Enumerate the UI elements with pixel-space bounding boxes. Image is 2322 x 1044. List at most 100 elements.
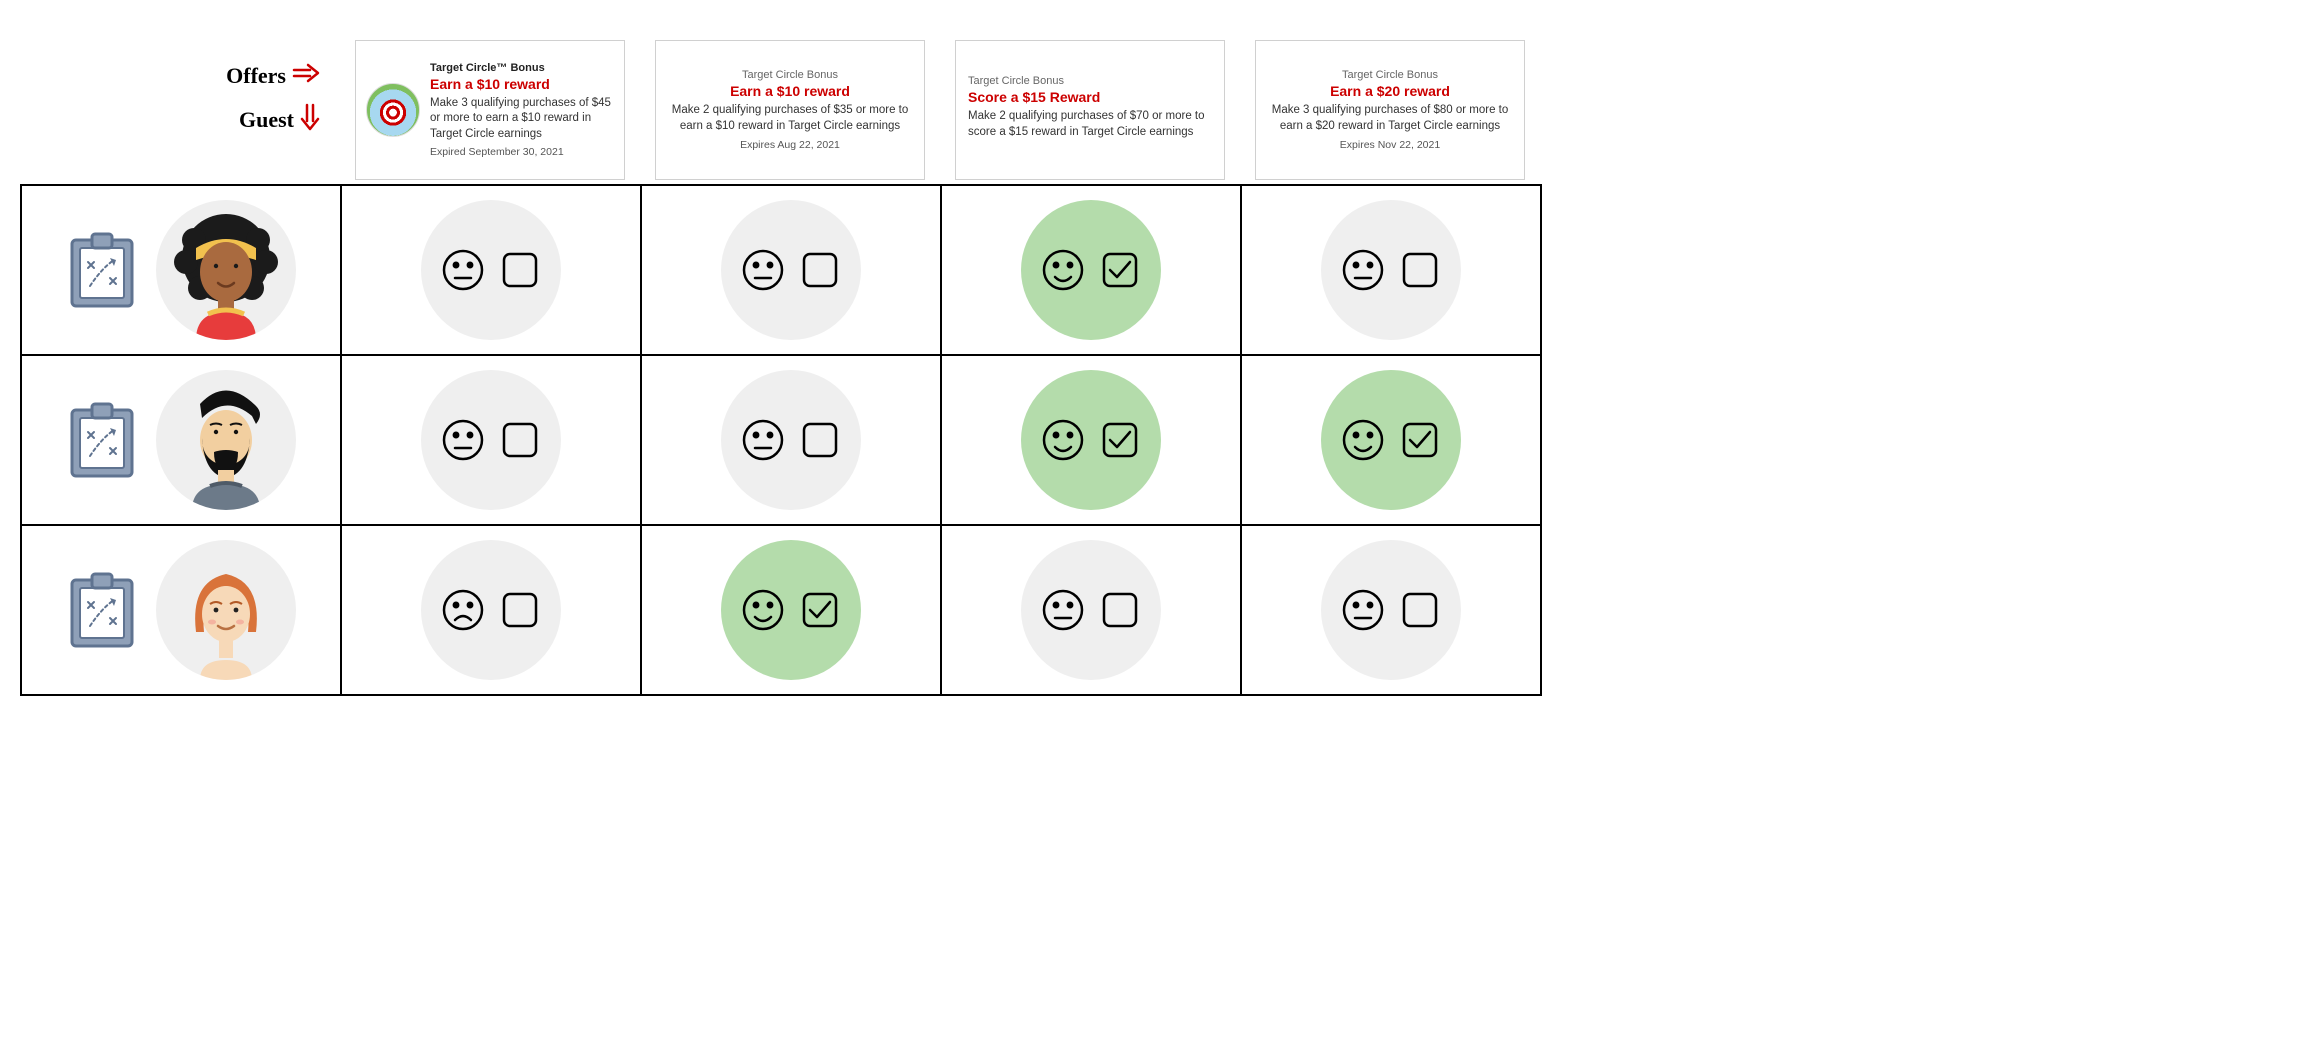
- response-badge: [421, 370, 561, 510]
- guest-avatar: [156, 200, 296, 340]
- arrow-right-icon: [292, 63, 320, 89]
- offer-card-slot: Target Circle Bonus Score a $15 Reward Mak…: [940, 40, 1240, 180]
- guest-axis-text: Guest: [239, 107, 294, 133]
- offer-card: Target Circle Bonus Score a $15 Reward Mak…: [955, 40, 1225, 180]
- response-badge: [721, 200, 861, 340]
- response-cell: [1241, 185, 1541, 355]
- checkbox-empty-icon: [498, 588, 542, 632]
- sad-face-icon: [440, 587, 486, 633]
- response-cell: [341, 355, 641, 525]
- offer-expiry: Expires Aug 22, 2021: [668, 139, 912, 151]
- response-cell: [1241, 525, 1541, 695]
- response-badge: [1021, 370, 1161, 510]
- response-cell: [641, 525, 941, 695]
- checkbox-empty-icon: [798, 418, 842, 462]
- response-cell: [941, 185, 1241, 355]
- checkbox-checked-icon: [1098, 248, 1142, 292]
- checkbox-empty-icon: [498, 418, 542, 462]
- response-cell: [941, 355, 1241, 525]
- response-badge: [1321, 540, 1461, 680]
- response-cell: [941, 525, 1241, 695]
- happy-face-icon: [1040, 247, 1086, 293]
- neutral-face-icon: [1040, 587, 1086, 633]
- response-cell: [641, 355, 941, 525]
- response-cell: [341, 185, 641, 355]
- response-cell: [641, 185, 941, 355]
- offer-card-slot: Target Circle Bonus Earn a $20 reward Make…: [1240, 40, 1540, 180]
- offer-eyebrow: Target Circle Bonus: [968, 75, 1212, 87]
- response-badge: [1021, 200, 1161, 340]
- neutral-face-icon: [440, 417, 486, 463]
- checkbox-empty-icon: [1098, 588, 1142, 632]
- checkbox-empty-icon: [1398, 588, 1442, 632]
- response-badge: [421, 540, 561, 680]
- table-row: [21, 185, 1541, 355]
- offer-card: Target Circle Bonus Earn a $10 reward Make…: [655, 40, 925, 180]
- neutral-face-icon: [1340, 587, 1386, 633]
- offer-body: Target Circle Bonus Score a $15 Reward Mak…: [956, 65, 1224, 154]
- checkbox-checked-icon: [1398, 418, 1442, 462]
- offer-description: Make 3 qualifying purchases of $80 or mo…: [1268, 103, 1512, 134]
- offer-cards-row: Target Circle™ Bonus Earn a $10 reward Mak…: [340, 40, 1540, 180]
- strategy-clipboard-icon: [66, 398, 138, 482]
- checkbox-checked-icon: [798, 588, 842, 632]
- happy-face-icon: [740, 587, 786, 633]
- guest-cell: [21, 525, 341, 695]
- checkbox-empty-icon: [498, 248, 542, 292]
- response-badge: [1021, 540, 1161, 680]
- offer-eyebrow: Target Circle™ Bonus: [430, 62, 614, 74]
- offer-expiry: Expires Nov 22, 2021: [1268, 139, 1512, 151]
- offer-card-slot: Target Circle™ Bonus Earn a $10 reward Mak…: [340, 40, 640, 180]
- offer-card-slot: Target Circle Bonus Earn a $10 reward Make…: [640, 40, 940, 180]
- response-badge: [721, 370, 861, 510]
- offer-card: Target Circle Bonus Earn a $20 reward Make…: [1255, 40, 1525, 180]
- response-cell: [1241, 355, 1541, 525]
- offer-eyebrow: Target Circle Bonus: [668, 69, 912, 81]
- response-badge: [421, 200, 561, 340]
- offer-description: Make 2 qualifying purchases of $35 or mo…: [668, 103, 912, 134]
- offer-headline: Earn a $20 reward: [1268, 83, 1512, 99]
- neutral-face-icon: [740, 417, 786, 463]
- guest-avatar: [156, 370, 296, 510]
- response-badge: [1321, 200, 1461, 340]
- offer-body: Target Circle Bonus Earn a $20 reward Make…: [1256, 59, 1524, 160]
- guest-cell: [21, 185, 341, 355]
- offer-headline: Score a $15 Reward: [968, 89, 1212, 105]
- offer-card: Target Circle™ Bonus Earn a $10 reward Mak…: [355, 40, 625, 180]
- neutral-face-icon: [1340, 247, 1386, 293]
- offer-headline: Earn a $10 reward: [668, 83, 912, 99]
- response-badge: [721, 540, 861, 680]
- offer-body: Target Circle™ Bonus Earn a $10 reward Mak…: [420, 62, 614, 159]
- guest-inner: [23, 527, 339, 693]
- checkbox-checked-icon: [1098, 418, 1142, 462]
- offers-axis-text: Offers: [226, 63, 286, 89]
- offer-headline: Earn a $10 reward: [430, 76, 614, 92]
- strategy-clipboard-icon: [66, 568, 138, 652]
- offer-eyebrow: Target Circle Bonus: [1268, 69, 1512, 81]
- offer-expiry: Expired September 30, 2021: [430, 146, 614, 158]
- table-row: [21, 525, 1541, 695]
- guest-avatar: [156, 540, 296, 680]
- guest-cell: [21, 355, 341, 525]
- strategy-clipboard-icon: [66, 228, 138, 312]
- neutral-face-icon: [440, 247, 486, 293]
- happy-face-icon: [1340, 417, 1386, 463]
- arrow-down-icon: [300, 103, 320, 137]
- offer-description: Make 3 qualifying purchases of $45 or mo…: [430, 96, 614, 143]
- guest-offer-matrix: [20, 184, 1542, 696]
- header-row: Offers Guest Target Circle™ Bonus Earn a …: [20, 20, 1540, 180]
- offer-body: Target Circle Bonus Earn a $10 reward Make…: [656, 59, 924, 160]
- guest-inner: [23, 357, 339, 523]
- response-badge: [1321, 370, 1461, 510]
- matrix-wrapper: Offers Guest Target Circle™ Bonus Earn a …: [20, 20, 1540, 696]
- guest-axis-label: Guest: [239, 103, 320, 137]
- happy-face-icon: [1040, 417, 1086, 463]
- table-row: [21, 355, 1541, 525]
- guest-inner: [23, 187, 339, 353]
- neutral-face-icon: [740, 247, 786, 293]
- checkbox-empty-icon: [798, 248, 842, 292]
- offer-thumb-icon: [366, 83, 420, 137]
- offers-axis-label: Offers: [226, 63, 320, 89]
- checkbox-empty-icon: [1398, 248, 1442, 292]
- offer-description: Make 2 qualifying purchases of $70 or mo…: [968, 109, 1212, 140]
